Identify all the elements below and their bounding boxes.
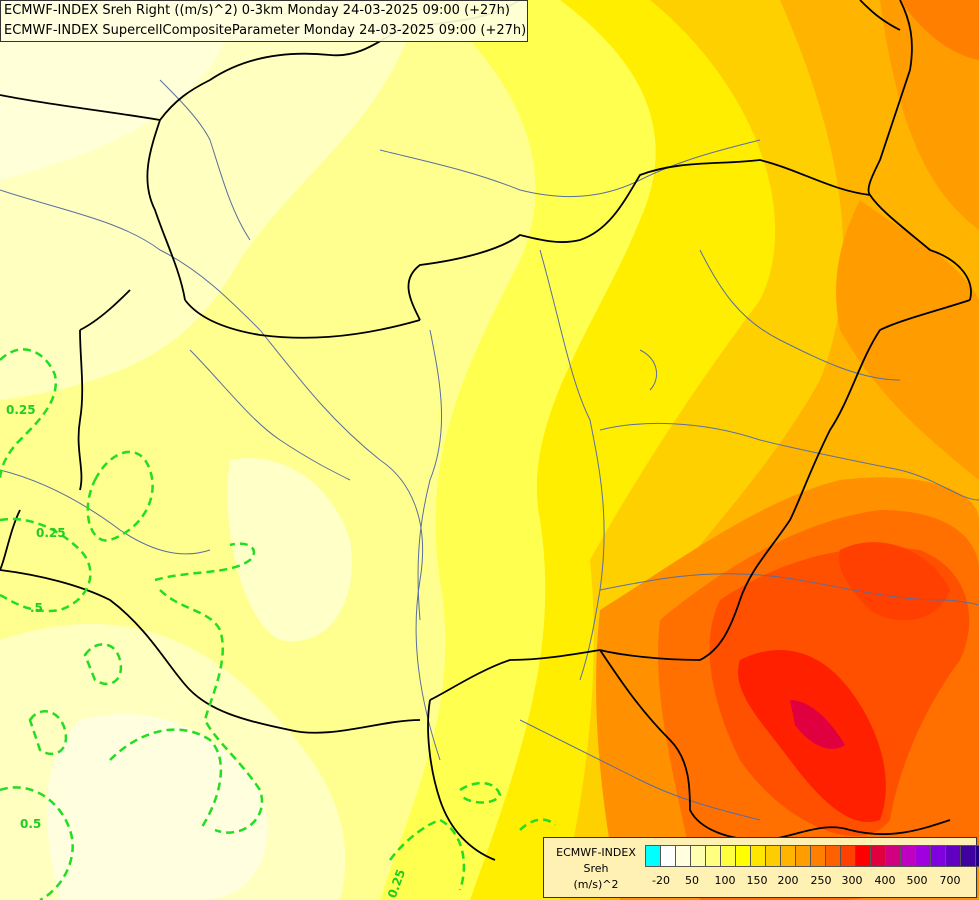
legend-swatch bbox=[915, 845, 931, 867]
legend-swatch bbox=[690, 845, 706, 867]
legend-title-line: ECMWF-INDEX bbox=[556, 846, 636, 859]
legend-tick-label: 400 bbox=[874, 874, 896, 887]
legend-tick-label: 250 bbox=[810, 874, 832, 887]
contour-label: .5 bbox=[30, 601, 43, 615]
legend-tick-label: 200 bbox=[777, 874, 799, 887]
scp-contours bbox=[0, 348, 556, 900]
legend-swatch bbox=[855, 845, 871, 867]
legend-swatch bbox=[780, 845, 796, 867]
legend-swatch bbox=[885, 845, 901, 867]
legend-swatch bbox=[900, 845, 916, 867]
legend-swatch bbox=[840, 845, 856, 867]
legend-tick-label: -20 bbox=[652, 874, 670, 887]
country-borders bbox=[0, 0, 972, 861]
legend-swatch bbox=[660, 845, 676, 867]
legend-tick-label: 150 bbox=[746, 874, 768, 887]
title-line-scp: ECMWF-INDEX SupercellCompositeParameter … bbox=[4, 23, 527, 38]
legend-swatch bbox=[735, 845, 751, 867]
legend-swatch bbox=[645, 845, 661, 867]
legend-swatches bbox=[645, 845, 979, 867]
legend-tick-label: 500 bbox=[906, 874, 928, 887]
legend-tick-label: 300 bbox=[841, 874, 863, 887]
legend-title-line: (m/s)^2 bbox=[573, 878, 619, 891]
legend-swatch bbox=[720, 845, 736, 867]
legend-swatch bbox=[675, 845, 691, 867]
legend-swatch bbox=[810, 845, 826, 867]
legend-swatch bbox=[960, 845, 976, 867]
legend-tick-label: 100 bbox=[714, 874, 736, 887]
title-line-sreh: ECMWF-INDEX Sreh Right ((m/s)^2) 0-3km M… bbox=[4, 3, 510, 18]
legend-swatch bbox=[750, 845, 766, 867]
color-legend: ECMWF-INDEX Sreh (m/s)^2 -20 50 100 150 200 2… bbox=[543, 837, 979, 898]
legend-swatch bbox=[825, 845, 841, 867]
legend-swatch bbox=[765, 845, 781, 867]
contour-label: 0.5 bbox=[20, 817, 41, 831]
legend-tick-label: 50 bbox=[685, 874, 699, 887]
map-title-box: ECMWF-INDEX Sreh Right ((m/s)^2) 0-3km M… bbox=[0, 0, 528, 42]
legend-swatch bbox=[705, 845, 721, 867]
legend-title-line: Sreh bbox=[583, 862, 609, 875]
legend-title: ECMWF-INDEX Sreh (m/s)^2 bbox=[548, 845, 644, 893]
contour-label: 0.25 bbox=[6, 403, 36, 417]
legend-ticks: -20 50 100 150 200 250 300 400 500 700 bbox=[645, 874, 975, 890]
legend-swatch bbox=[975, 845, 979, 867]
legend-swatch bbox=[795, 845, 811, 867]
legend-swatch bbox=[930, 845, 946, 867]
legend-swatch bbox=[870, 845, 886, 867]
legend-tick-label: 700 bbox=[939, 874, 961, 887]
legend-swatch bbox=[945, 845, 961, 867]
contour-label: 0.25 bbox=[36, 526, 66, 540]
